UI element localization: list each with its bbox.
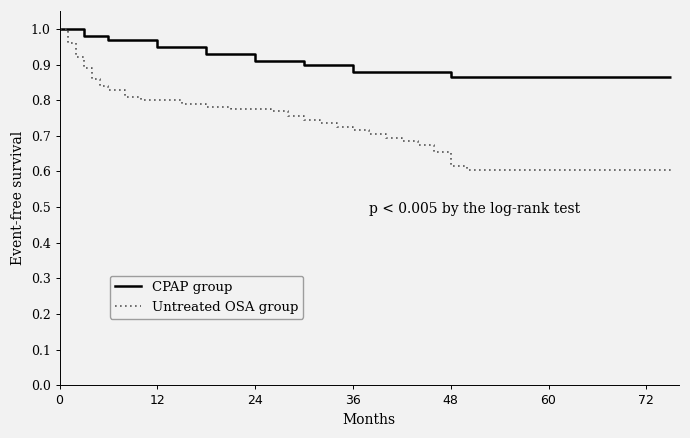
X-axis label: Months: Months [343,413,396,427]
Text: p < 0.005 by the log-rank test: p < 0.005 by the log-rank test [369,202,580,216]
Legend: CPAP group, Untreated OSA group: CPAP group, Untreated OSA group [110,276,304,319]
Y-axis label: Event-free survival: Event-free survival [11,131,25,265]
